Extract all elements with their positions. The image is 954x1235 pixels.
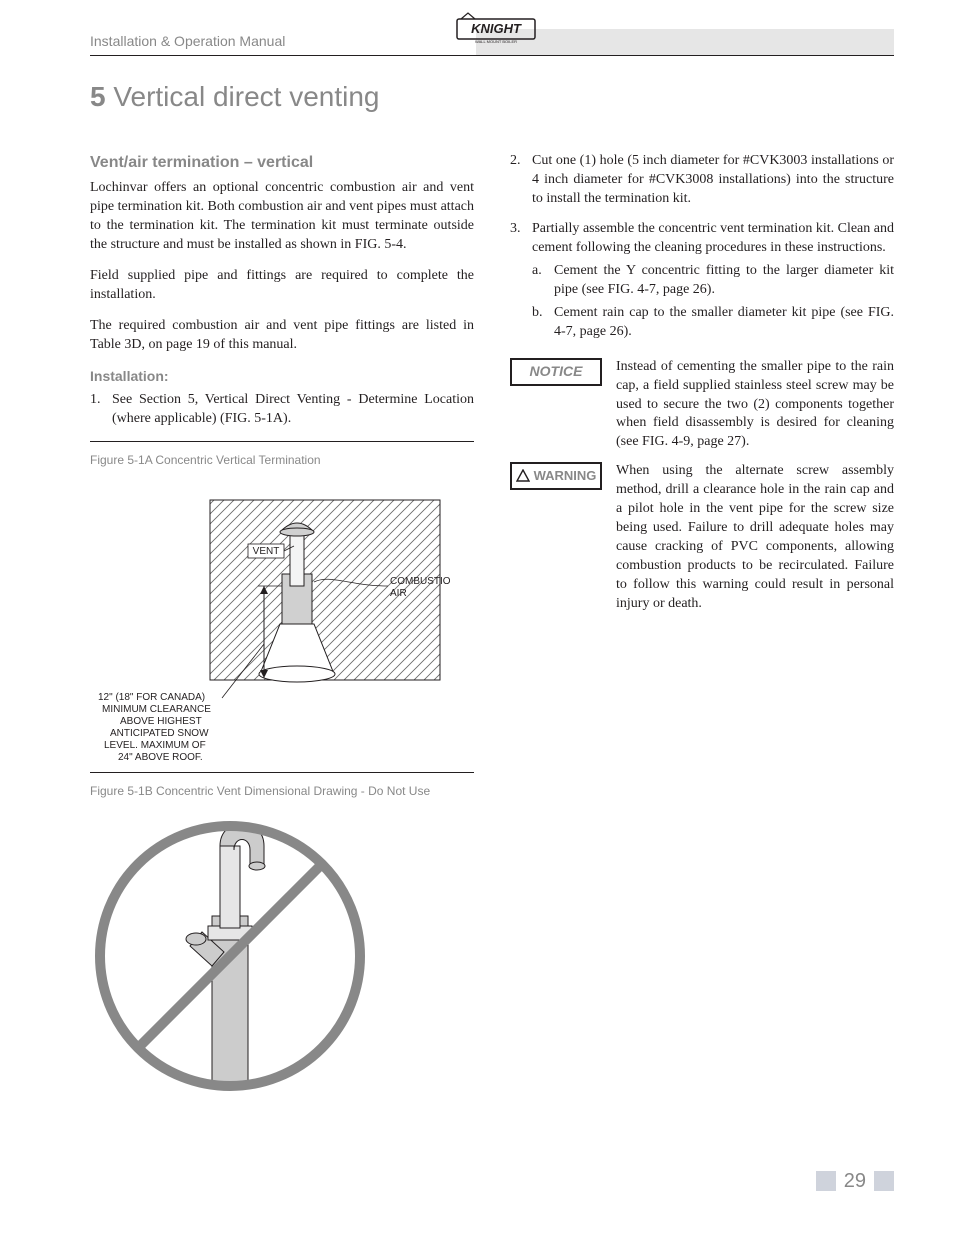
vent-air-heading: Vent/air termination – vertical [90,152,474,174]
warning-triangle-icon [516,469,530,483]
list-number: 1. [90,391,112,429]
warning-label-text: WARNING [534,467,597,485]
install-step-1-text: See Section 5, Vertical Direct Venting -… [112,391,474,429]
warning-text: When using the alternate screw assembly … [616,462,894,613]
page-footer: 29 [90,1168,894,1219]
section-number: 5 [90,81,106,112]
clearance-line-2: ABOVE HIGHEST [120,716,202,727]
notice-label-box: NOTICE [510,358,602,386]
list-number: 3. [510,220,532,345]
figure-rule [90,441,474,442]
section-title: 5 Vertical direct venting [90,78,954,116]
figure-5-1a-diagram: VENT COMBUSTION AIR 12" (18" FOR CANADA)… [90,474,450,764]
notice-block: NOTICE Instead of cementing the smaller … [510,358,894,452]
intro-paragraph-1: Lochinvar offers an optional concentric … [90,179,474,255]
warning-block: WARNING When using the alternate screw a… [510,462,894,613]
install-step-2: 2. Cut one (1) hole (5 inch diameter for… [510,152,894,209]
vent-label: VENT [253,546,280,557]
install-step-3a-text: Cement the Y concentric fitting to the l… [554,262,894,300]
page-number: 29 [844,1168,866,1195]
list-number: 2. [510,152,532,209]
install-step-3: 3. Partially assemble the concentric ven… [510,220,894,345]
header-grey-bar: KNIGHT WALL MOUNT BOILER [476,29,894,55]
left-column: Vent/air termination – vertical Lochinva… [90,152,474,1108]
figure-5-1b-caption: Figure 5-1B Concentric Vent Dimensional … [90,783,474,799]
install-step-3-text: Partially assemble the concentric vent t… [532,220,894,345]
right-column: 2. Cut one (1) hole (5 inch diameter for… [510,152,894,1108]
figure-5-1b-diagram [90,806,370,1106]
knight-logo-icon: KNIGHT WALL MOUNT BOILER [456,11,536,54]
list-letter: a. [532,262,554,300]
figure-rule-2 [90,772,474,773]
intro-paragraph-2: Field supplied pipe and fittings are req… [90,267,474,305]
combustion-air-label-1: COMBUSTION [390,576,450,587]
combustion-air-label-2: AIR [390,588,407,599]
warning-label-box: WARNING [510,462,602,490]
clearance-line-0: 12" (18" FOR CANADA) [98,692,205,703]
footer-square-icon [874,1171,894,1191]
intro-paragraph-3: The required combustion air and vent pip… [90,317,474,355]
svg-text:WALL MOUNT BOILER: WALL MOUNT BOILER [475,39,517,44]
installation-heading: Installation: [90,367,474,386]
two-column-layout: Vent/air termination – vertical Lochinva… [90,152,894,1108]
notice-text: Instead of cementing the smaller pipe to… [616,358,894,452]
clearance-line-3: ANTICIPATED SNOW [110,728,209,739]
clearance-line-1: MINIMUM CLEARANCE [102,704,211,715]
footer-square-icon [816,1171,836,1191]
svg-text:KNIGHT: KNIGHT [471,21,522,36]
install-step-3b-text: Cement rain cap to the smaller diameter … [554,304,894,342]
list-letter: b. [532,304,554,342]
install-step-3a: a. Cement the Y concentric fitting to th… [532,262,894,300]
install-step-3b: b. Cement rain cap to the smaller diamet… [532,304,894,342]
install-step-2-text: Cut one (1) hole (5 inch diameter for #C… [532,152,894,209]
install-step-3-intro: Partially assemble the concentric vent t… [532,221,894,255]
header-left-text: Installation & Operation Manual [90,32,476,55]
section-title-text: Vertical direct venting [113,81,379,112]
clearance-line-5: 24" ABOVE ROOF. [118,752,203,763]
clearance-line-4: LEVEL. MAXIMUM OF [104,740,206,751]
page-header: Installation & Operation Manual KNIGHT W… [90,0,894,56]
install-step-1: 1. See Section 5, Vertical Direct Ventin… [90,391,474,429]
figure-5-1a-caption: Figure 5-1A Concentric Vertical Terminat… [90,452,474,468]
